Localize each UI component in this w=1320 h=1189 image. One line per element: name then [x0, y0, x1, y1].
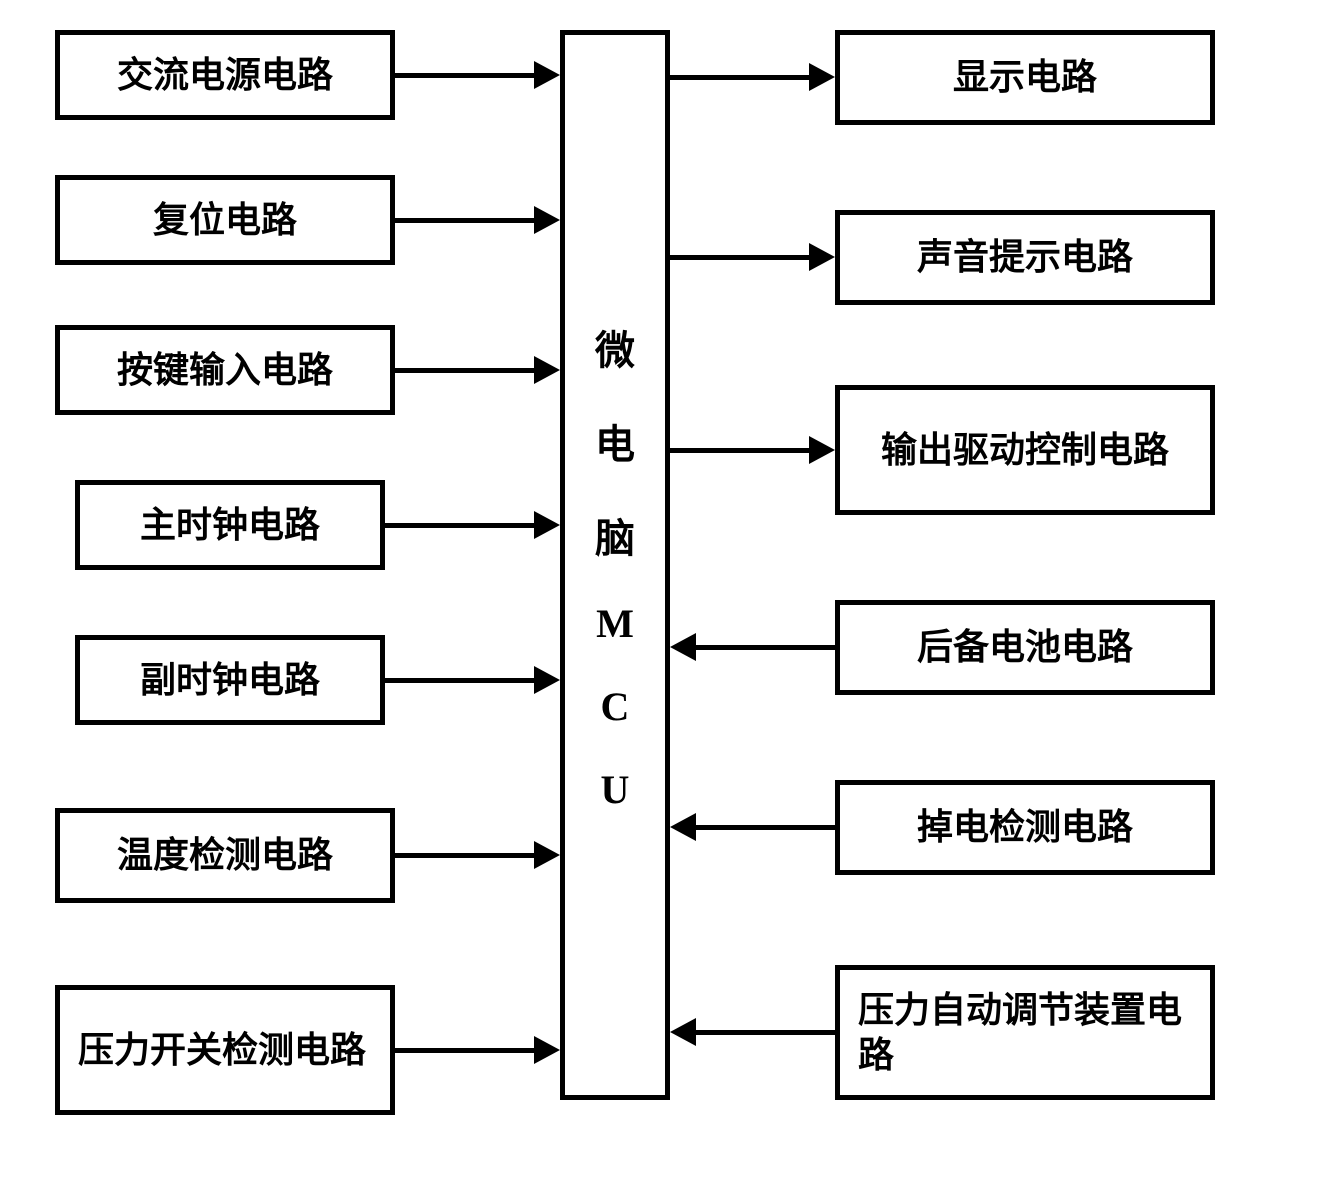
box-label: 复位电路: [153, 198, 297, 243]
box-key-input: 按键输入电路: [55, 325, 395, 415]
box-pressure-auto: 压力自动调节装置电路: [835, 965, 1215, 1100]
arrow-head: [534, 841, 560, 869]
box-main-clock: 主时钟电路: [75, 480, 385, 570]
box-temp-detect: 温度检测电路: [55, 808, 395, 903]
arrow-head: [534, 61, 560, 89]
arrow-head: [809, 436, 835, 464]
box-label: 压力开关检测电路: [78, 1028, 366, 1073]
arrow-head: [534, 206, 560, 234]
box-label: 温度检测电路: [117, 833, 333, 878]
arrow-line: [696, 825, 835, 830]
arrow-line: [385, 523, 534, 528]
box-sub-clock: 副时钟电路: [75, 635, 385, 725]
mcu-char: M: [596, 600, 634, 647]
arrow-line: [395, 368, 534, 373]
mcu-box: 微 电 脑 M C U: [560, 30, 670, 1100]
arrow-line: [696, 645, 835, 650]
box-label: 交流电源电路: [117, 53, 333, 98]
arrow-line: [395, 853, 534, 858]
box-ac-power: 交流电源电路: [55, 30, 395, 120]
box-label: 掉电检测电路: [917, 805, 1133, 850]
box-label: 主时钟电路: [140, 503, 320, 548]
arrow-head: [670, 1018, 696, 1046]
arrow-line: [670, 255, 809, 260]
box-label: 输出驱动控制电路: [881, 428, 1169, 473]
box-power-fail: 掉电检测电路: [835, 780, 1215, 875]
box-sound: 声音提示电路: [835, 210, 1215, 305]
arrow-line: [696, 1030, 835, 1035]
box-backup-battery: 后备电池电路: [835, 600, 1215, 695]
arrow-head: [534, 511, 560, 539]
arrow-line: [395, 218, 534, 223]
arrow-head: [534, 666, 560, 694]
arrow-line: [670, 448, 809, 453]
arrow-head: [534, 1036, 560, 1064]
box-reset: 复位电路: [55, 175, 395, 265]
box-label: 副时钟电路: [140, 658, 320, 703]
arrow-head: [670, 633, 696, 661]
mcu-char: 脑: [595, 506, 635, 564]
arrow-head: [809, 243, 835, 271]
arrow-head: [809, 63, 835, 91]
box-label: 按键输入电路: [117, 348, 333, 393]
mcu-char: 电: [595, 412, 635, 470]
mcu-char: U: [601, 766, 630, 813]
box-output-drive: 输出驱动控制电路: [835, 385, 1215, 515]
box-label: 压力自动调节装置电路: [858, 988, 1192, 1078]
arrow-line: [670, 75, 809, 80]
arrow-head: [534, 356, 560, 384]
box-label: 后备电池电路: [917, 625, 1133, 670]
arrow-line: [395, 1048, 534, 1053]
box-display: 显示电路: [835, 30, 1215, 125]
arrow-line: [395, 73, 534, 78]
arrow-line: [385, 678, 534, 683]
mcu-char: 微: [595, 318, 635, 376]
mcu-char: C: [601, 683, 630, 730]
box-label: 声音提示电路: [917, 235, 1133, 280]
box-pressure-switch: 压力开关检测电路: [55, 985, 395, 1115]
box-label: 显示电路: [953, 55, 1097, 100]
arrow-head: [670, 813, 696, 841]
